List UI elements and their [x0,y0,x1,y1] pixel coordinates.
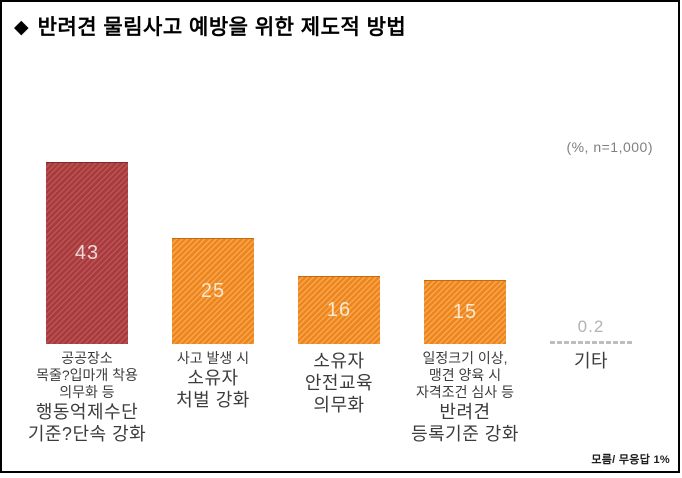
sample-size-note: (%, n=1,000) [566,139,653,155]
bar-others-dashed-line [550,341,632,344]
title-text: 반려견 물림사고 예방을 위한 제도적 방법 [37,16,407,39]
category-label-line: 의무화 [313,395,365,415]
chart-column-safety-education: 16 [276,150,402,344]
category-label-line: 맹견 양육 시 [428,367,502,383]
bar-value-label: 43 [74,242,100,264]
category-label-line: 공공장소 [61,350,113,366]
bar-restraint-standards: 43 [46,162,128,344]
diamond-bullet-icon: ◆ [14,16,29,38]
page-title: ◆ 반려견 물림사고 예방을 위한 제도적 방법 [14,11,406,41]
bar-chart-plot-area: 43 25 16 15 0.2 [24,150,654,344]
bar-owner-punishment: 25 [172,238,254,344]
category-label-line: 기타 [573,351,609,371]
category-label-line: 등록기준 강화 [411,424,519,444]
category-label-others: 기타 [528,350,654,372]
category-label-safety-education: 소유자 안전교육 의무화 [276,350,402,416]
bar-value-label-others: 0.2 [577,317,605,336]
bar-safety-education: 16 [298,276,380,344]
chart-column-others: 0.2 [528,150,654,344]
category-label-line: 안전교육 [304,373,374,393]
category-label-line: 기준?단속 강화 [27,424,147,444]
category-label-line: 목줄?입마개 착용 [36,367,138,383]
chart-column-restraint-standards: 43 [24,150,150,344]
chart-column-owner-punishment: 25 [150,150,276,344]
bar-registration-standards: 15 [424,280,506,344]
category-label-line: 처벌 강화 [176,390,250,410]
category-label-line: 사고 발생 시 [176,350,250,366]
category-label-line: 의무화 등 [59,384,115,400]
category-label-line: 행동억제수단 [35,402,139,422]
category-label-line: 자격조건 심사 등 [416,384,514,400]
bar-value-label: 15 [452,301,478,323]
category-label-line: 소유자 [313,351,365,371]
category-label-line: 반려견 [439,402,491,422]
dont-know-no-answer-footnote: 모름/ 무응답 1% [591,454,670,466]
bar-value-label: 16 [326,299,352,321]
chart-column-registration-standards: 15 [402,150,528,344]
bar-value-label: 25 [200,280,226,302]
category-label-line: 소유자 [187,368,239,388]
category-label-line: 일정크기 이상, [422,350,508,366]
